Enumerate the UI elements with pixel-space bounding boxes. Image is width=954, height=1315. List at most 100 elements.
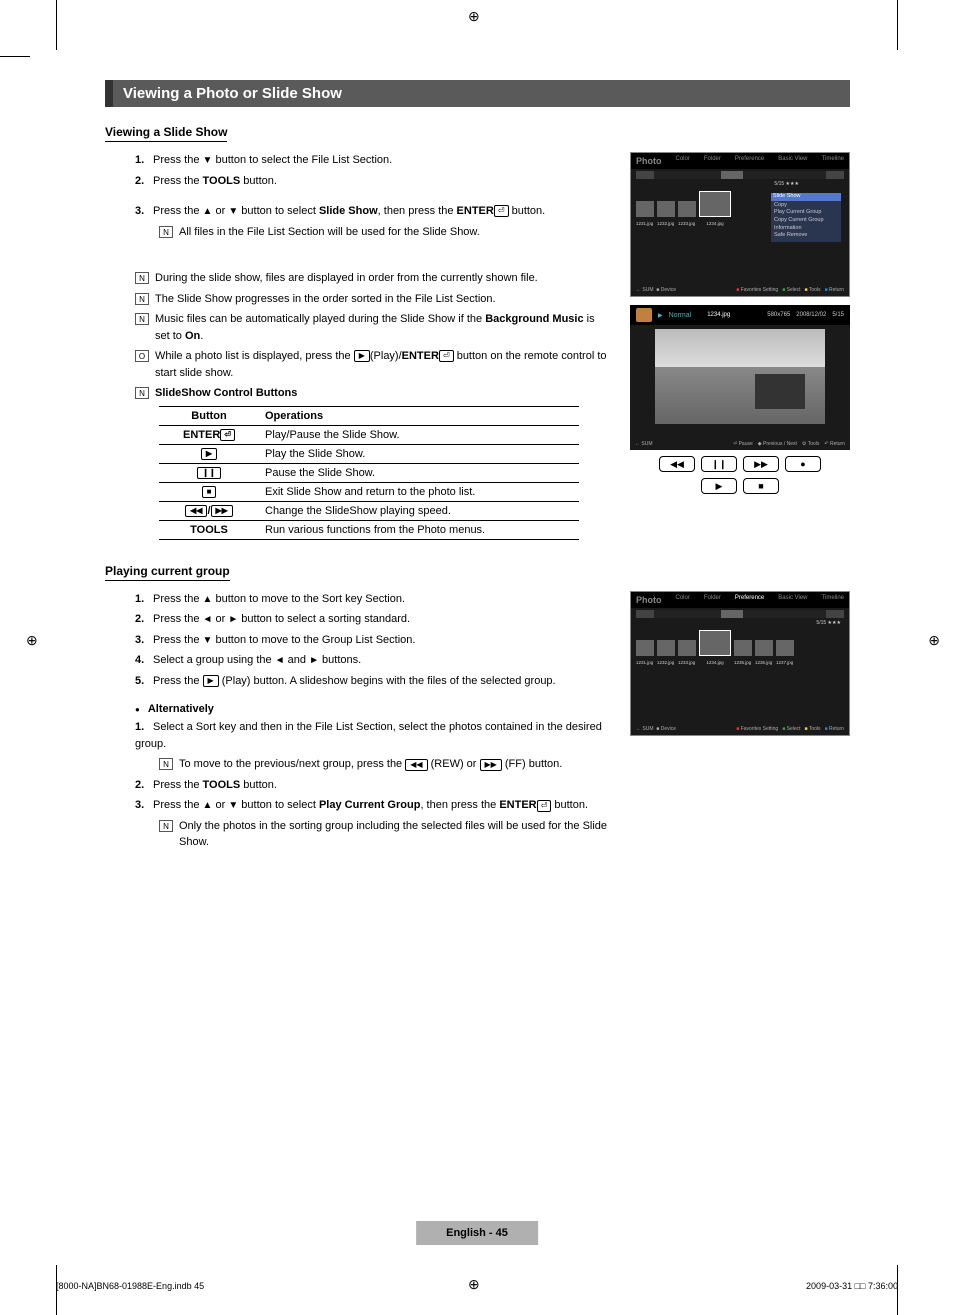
enter-icon: ⏎: [439, 350, 454, 362]
remote-play-button: ▶: [701, 478, 737, 494]
note-item: NTo move to the previous/next group, pre…: [105, 756, 612, 773]
ff-icon: ▶▶: [480, 759, 502, 771]
table-header: Operations: [259, 406, 579, 425]
tv-tab: Folder: [704, 595, 721, 605]
table-row: ❙❙Pause the Slide Show.: [159, 463, 579, 482]
play-icon: ▶: [203, 675, 219, 687]
note-item: OWhile a photo list is displayed, press …: [135, 348, 612, 381]
note-icon: N: [135, 387, 149, 399]
step-text: Press the ▼ button to move to the Group …: [153, 634, 415, 646]
table-row: ENTER⏎Play/Pause the Slide Show.: [159, 425, 579, 444]
home-icon: [636, 308, 652, 322]
remote-pause-button: ❙❙: [701, 456, 737, 472]
pause-icon: ❙❙: [197, 467, 220, 479]
enter-icon: ⏎: [537, 800, 552, 812]
tv-tab: Folder: [704, 156, 721, 166]
section-title: Viewing a Photo or Slide Show: [105, 80, 850, 107]
slideshow-steps: 1.Press the ▼ button to select the File …: [105, 152, 612, 220]
tv-footer: ← SUM ■ Device Favorites Setting Select …: [631, 284, 849, 296]
tv-tab: Timeline: [822, 595, 844, 605]
subsection-playing-group: Playing current group 1.Press the ▲ butt…: [105, 564, 850, 855]
rew-icon: ◀◀: [185, 505, 207, 517]
note-item: NThe Slide Show progresses in the order …: [135, 291, 612, 308]
print-footer-date: 2009-03-31 □□ 7:36:00: [806, 1281, 898, 1291]
table-row: ■Exit Slide Show and return to the photo…: [159, 482, 579, 501]
note-icon: N: [135, 272, 149, 284]
stop-icon: ■: [202, 486, 217, 498]
note-item: NOnly the photos in the sorting group in…: [105, 818, 612, 851]
tv-thumbnails: [631, 626, 849, 660]
note-item: NMusic files can be automatically played…: [135, 311, 612, 344]
note-item: NDuring the slide show, files are displa…: [135, 270, 612, 287]
ff-icon: ▶▶: [211, 505, 233, 517]
note-item: NAll files in the File List Section will…: [105, 224, 612, 241]
note-icon: N: [135, 293, 149, 305]
tv-tab-active: Preference: [735, 595, 764, 605]
crop-mark: [0, 56, 30, 57]
play-icon: ▶: [201, 448, 217, 460]
tv-screenshot-group: Photo Color Folder Preference Basic View…: [630, 591, 850, 736]
note-icon: N: [159, 758, 173, 770]
step-text: Press the TOOLS button.: [153, 779, 277, 791]
tv-filename: 1234.jpg: [707, 312, 730, 318]
menu-item: Safe Remove: [774, 232, 838, 240]
tv-tab: Basic View: [778, 156, 807, 166]
note-icon: N: [159, 820, 173, 832]
playing-group-steps: 1.Press the ▲ button to move to the Sort…: [105, 591, 612, 690]
remote-ff-button: ▶▶: [743, 456, 779, 472]
remote-rec-button: ●: [785, 456, 821, 472]
tv-progress-bar: [636, 171, 844, 179]
subheading-slideshow: Viewing a Slide Show: [105, 125, 227, 142]
tv-tab: Basic View: [778, 595, 807, 605]
menu-item: Copy Current Group: [774, 217, 838, 225]
tv-tab: Timeline: [822, 156, 844, 166]
menu-item-highlighted: Slide Show: [771, 193, 841, 201]
step-text: Press the ▶ (Play) button. A slideshow b…: [153, 675, 556, 687]
alternatively-label: Alternatively: [105, 703, 612, 715]
registration-mark: ⊕: [468, 8, 480, 25]
print-footer: [8000-NA]BN68-01988E-Eng.indb 45 2009-03…: [56, 1281, 898, 1291]
remote-button-panel: ◀◀ ❙❙ ▶▶ ● ▶ ■: [655, 456, 825, 494]
tv-footer: ← SUM ■ Device Favorites Setting Select …: [631, 723, 849, 735]
step-text: Select a group using the ◄ and ► buttons…: [153, 654, 361, 666]
table-row: ▶Play the Slide Show.: [159, 444, 579, 463]
step-text: Press the ▲ button to move to the Sort k…: [153, 593, 405, 605]
tv-photo-preview: [655, 329, 825, 424]
table-row: ◀◀/▶▶Change the SlideShow playing speed.: [159, 501, 579, 520]
table-row: TOOLSRun various functions from the Phot…: [159, 520, 579, 539]
tv-progress-bar: [636, 610, 844, 618]
step-text: Press the ▼ button to select the File Li…: [153, 154, 392, 166]
note-icon: N: [159, 226, 173, 238]
tv-photo-label: Photo: [636, 156, 662, 166]
tv-screenshot-photo-menu: Photo Color Folder Preference Basic View…: [630, 152, 850, 297]
alt-steps: 1.Select a Sort key and then in the File…: [105, 719, 612, 752]
remote-stop-button: ■: [743, 478, 779, 494]
menu-item: Information: [774, 225, 838, 233]
tv-tab: Color: [676, 595, 690, 605]
table-header: Button: [159, 406, 259, 425]
subsection-slideshow: Viewing a Slide Show 1.Press the ▼ butto…: [105, 125, 850, 540]
tv-tab: Color: [676, 156, 690, 166]
rew-icon: ◀◀: [405, 759, 427, 771]
registration-mark: ⊕: [26, 632, 38, 649]
subheading-playing-group: Playing current group: [105, 564, 230, 581]
menu-item: Copy: [774, 202, 838, 210]
enter-icon: ⏎: [494, 205, 509, 217]
enter-icon: ⏎: [220, 429, 235, 441]
slideshow-control-table: ButtonOperations ENTER⏎Play/Pause the Sl…: [159, 406, 579, 540]
crop-mark: [897, 0, 898, 50]
note-icon: N: [135, 313, 149, 325]
step-text: Press the ▲ or ▼ button to select Slide …: [153, 205, 545, 217]
tv-mode-label: Normal: [669, 312, 692, 319]
tv-screenshot-photo-view: ▶ Normal 1234.jpg 580x765 2008/12/02 5/1…: [630, 305, 850, 450]
step-text: Select a Sort key and then in the File L…: [135, 721, 602, 750]
page-footer: English - 45: [416, 1221, 538, 1245]
crop-mark: [56, 0, 57, 50]
menu-item: Play Current Group: [774, 209, 838, 217]
print-footer-file: [8000-NA]BN68-01988E-Eng.indb 45: [56, 1281, 204, 1291]
tv-tab: Preference: [735, 156, 764, 166]
step-text: Press the ▲ or ▼ button to select Play C…: [153, 799, 588, 811]
tv-context-menu: Slide Show Copy Play Current Group Copy …: [771, 193, 841, 242]
tv-photo-label: Photo: [636, 595, 662, 605]
step-text: Press the TOOLS button.: [153, 175, 277, 187]
